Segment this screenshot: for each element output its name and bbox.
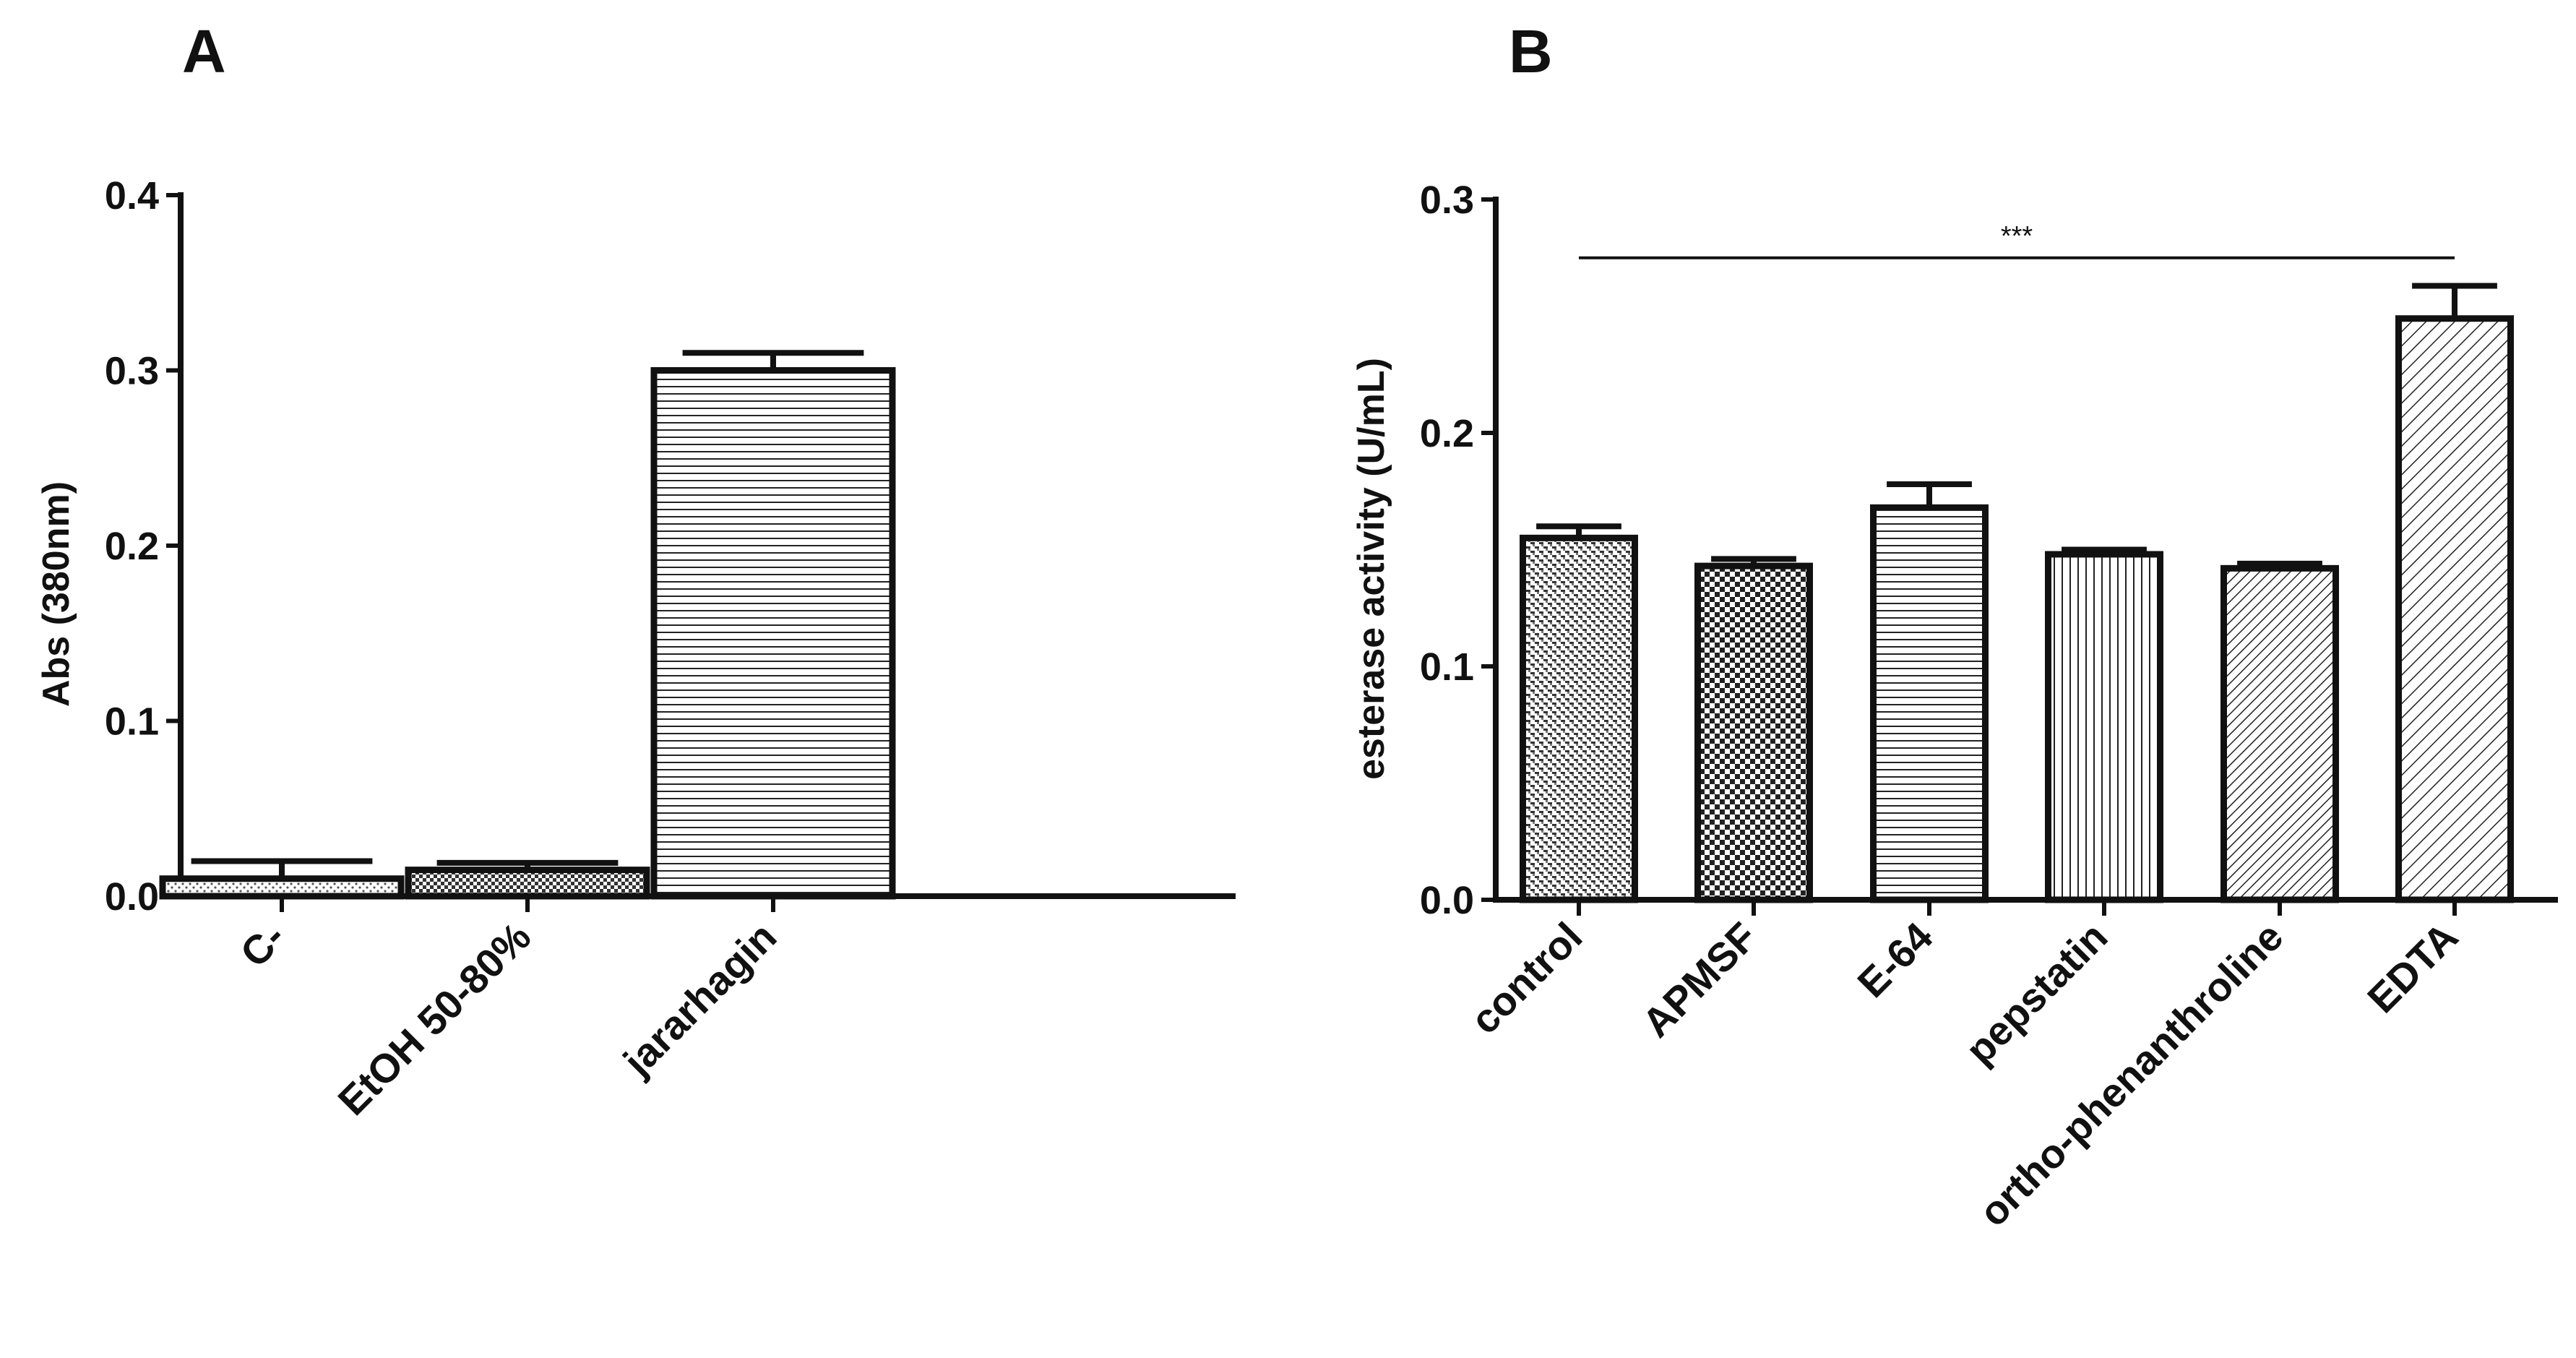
panel-a-category-label-jararhagin: jararhagin: [614, 914, 785, 1085]
panel-a-bar-c: [159, 875, 405, 900]
panel-a-y-tick-label: 0.0: [105, 875, 159, 919]
panel-b-significance-label: ***: [2001, 221, 2033, 252]
panel-b-bar-pepstatin: [2045, 551, 2163, 903]
panel-b-category-label-e-64: E-64: [1848, 914, 1941, 1006]
panel-b-error-bar-e-64: [1887, 481, 1972, 508]
panel-b-error-bar-apmsf: [1711, 556, 1796, 567]
panel-b-category-label-pepstatin: pepstatin: [1957, 914, 2116, 1073]
panel-b-y-axis-title: esterase activity (U/mL): [1351, 358, 1392, 780]
panel-a-letter: A: [182, 17, 226, 85]
panel-b-error-bar-pepstatin: [2062, 546, 2147, 554]
panel-a-y-tick-label: 0.2: [105, 525, 159, 568]
panel-b-error-bar-edta: [2412, 283, 2497, 319]
panel-a-category-label-c: C-: [231, 914, 293, 976]
panel-a-plot-area: 0.0 0.1 0.2 0.3 0.4 C- EtOH 50-80% jararhagin: [105, 174, 1236, 1124]
panel-b-plot-area: 0.0 0.1 0.2 0.3 control APMSF E-64 pepstatinort…: [1420, 179, 2558, 1235]
panel-b-y-tick-label: 0.3: [1420, 179, 1474, 222]
panel-a-error-bar-etoh-50-80: [436, 859, 619, 870]
panel-b-category-label-edta: EDTA: [2359, 914, 2466, 1021]
panel-b-bar-e-64: [1870, 504, 1989, 903]
panel-b-y-tick-label: 0.2: [1420, 412, 1474, 455]
panel-b-chart: B esterase activity (U/mL) 0.0 0.1 0.2 0.3 c…: [1351, 17, 2558, 1235]
panel-a-y-tick-label: 0.4: [105, 174, 159, 218]
panel-a-error-bar-jararhagin: [682, 350, 864, 371]
panel-b-y-tick-label: 0.1: [1420, 645, 1474, 689]
panel-b-error-bar-control: [1536, 523, 1621, 538]
panel-a-chart: A Abs (380nm) 0.0 0.1 0.2 0.3 0.4 C- EtOH 50-8…: [35, 17, 1236, 1124]
panel-a-bar-etoh-50-80: [405, 867, 650, 900]
panel-a-y-axis-title: Abs (380nm): [35, 481, 77, 707]
panel-a-category-label-etoh-50-80: EtOH 50-80%: [329, 914, 539, 1124]
panel-b-category-label-ortho-phenanthroline: ortho-phenanthroline: [1970, 914, 2292, 1235]
panel-b-y-tick-label: 0.0: [1420, 879, 1474, 922]
panel-b-error-bar-ortho-phenanthroline: [2237, 560, 2322, 569]
panel-a-error-bar-c: [191, 858, 373, 879]
panel-b-bar-edta: [2395, 315, 2514, 903]
panel-b-bar-apmsf: [1694, 562, 1813, 903]
panel-b-bar-ortho-phenanthroline: [2220, 564, 2339, 903]
panel-a-y-tick-label: 0.1: [105, 700, 159, 744]
panel-b-category-label-control: control: [1462, 914, 1591, 1043]
panel-b-letter: B: [1509, 17, 1553, 85]
panel-a-y-tick-label: 0.3: [105, 350, 159, 393]
panel-b-category-label-apmsf: APMSF: [1633, 914, 1765, 1046]
panel-a-bar-jararhagin: [650, 367, 896, 900]
panel-b-bar-control: [1520, 534, 1638, 903]
